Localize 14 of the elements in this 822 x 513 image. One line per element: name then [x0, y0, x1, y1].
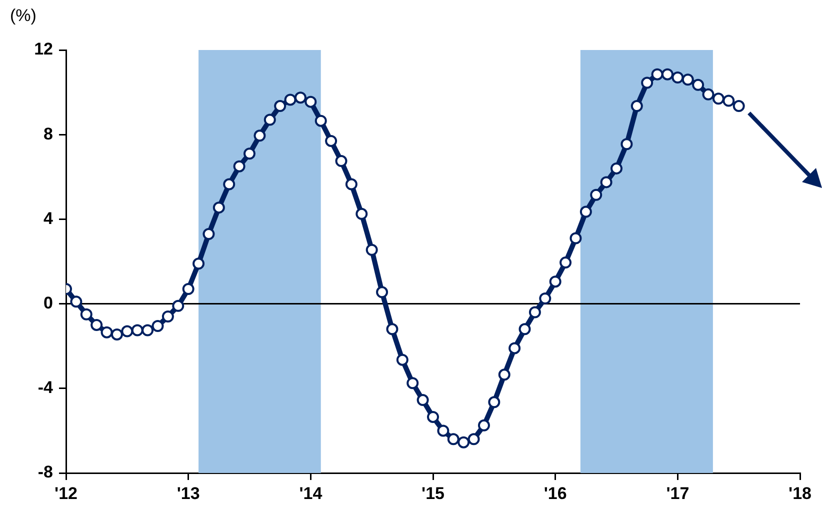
x-tick-label: '13 — [176, 484, 200, 503]
y-tick-label: 4 — [44, 208, 54, 228]
y-tick-label: 12 — [34, 40, 53, 59]
y-tick-label: 0 — [44, 293, 53, 312]
y-tick-label: 8 — [44, 124, 53, 144]
x-tick-label: '14 — [299, 484, 323, 503]
x-tick-label: '17 — [666, 484, 690, 503]
y-tick-label: -8 — [38, 462, 53, 482]
x-tick-label: '18 — [788, 484, 812, 503]
y-axis-title: (%) — [10, 6, 36, 26]
x-tick-label: '16 — [544, 484, 567, 503]
x-tick-label: '15 — [422, 484, 444, 503]
x-tick-label: '12 — [54, 484, 78, 503]
y-tick-label: -4 — [38, 378, 54, 398]
